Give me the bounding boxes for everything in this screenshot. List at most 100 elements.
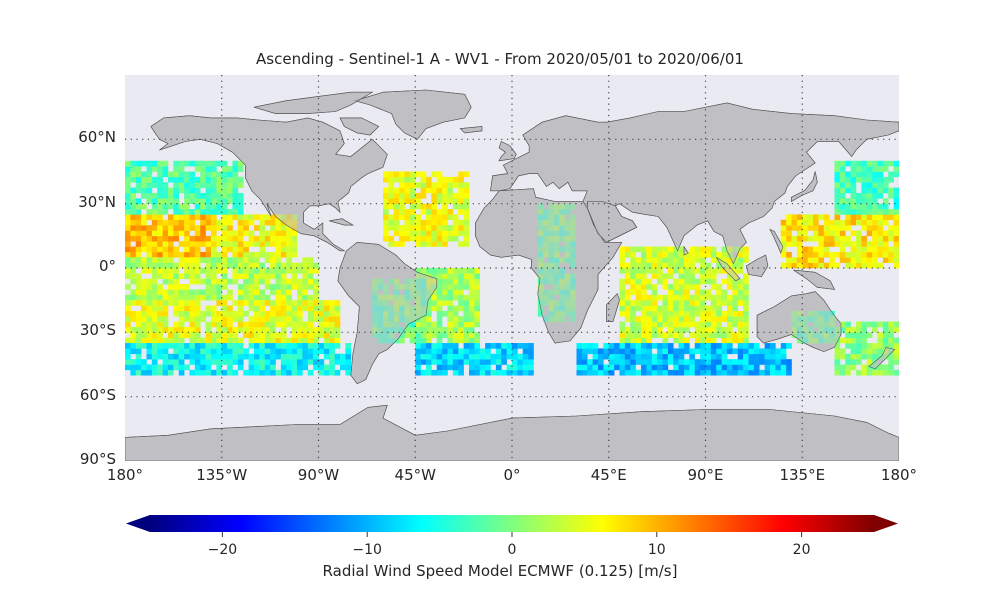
heatmap-cell [850,326,857,333]
heatmap-cell [786,241,792,247]
heatmap-cell [243,225,249,231]
heatmap-cell [259,316,266,322]
heatmap-cell [383,203,389,210]
heatmap-cell [710,337,717,344]
heatmap-cell [872,262,878,269]
heatmap-cell [463,310,470,317]
heatmap-cell [270,305,276,312]
heatmap-cell [716,364,722,371]
heatmap-cell [452,321,459,328]
heatmap-cell [216,268,223,274]
heatmap-cell [237,246,244,253]
heatmap-cell [297,284,303,290]
heatmap-cell [415,203,421,210]
heatmap-cell [162,235,169,242]
heatmap-cell [721,348,728,355]
heatmap-cell [221,241,228,247]
heatmap-cell [780,219,787,226]
heatmap-cell [646,278,653,285]
heatmap-cell [189,262,196,269]
heatmap-cell [673,348,679,355]
heatmap-cell [178,160,185,167]
heatmap-cell [232,348,239,355]
heatmap-cell [205,160,212,167]
heatmap-cell [404,225,411,231]
heatmap-cell [162,209,169,215]
heatmap-cell [624,343,631,349]
heatmap-cell [839,246,846,253]
heatmap-cell [823,246,830,253]
heatmap-cell [630,332,636,338]
heatmap-cell [834,198,841,204]
heatmap-cell [135,160,142,167]
heatmap-cell [839,171,846,178]
heatmap-cell [861,235,868,242]
heatmap-cell [178,209,185,215]
heatmap-cell [684,359,690,365]
heatmap-cell [619,348,626,355]
heatmap-cell [130,337,137,344]
heatmap-cell [216,187,223,194]
heatmap-cell [447,289,454,296]
heatmap-cell [323,343,330,349]
heatmap-cell [700,273,706,280]
heatmap-cell [297,337,303,344]
heatmap-cell [141,305,147,312]
heatmap-cell [323,316,330,322]
heatmap-cell [818,246,825,253]
heatmap-cell [297,332,303,338]
heatmap-cell [194,160,201,167]
heatmap-cell [469,353,475,360]
heatmap-cell [194,187,201,194]
heatmap-cell [861,321,868,328]
heatmap-cell [872,225,878,231]
heatmap-cell [307,300,314,306]
heatmap-cell [162,262,169,269]
heatmap-cell [587,343,593,349]
heatmap-cell [684,284,690,290]
heatmap-cell [184,353,190,360]
heatmap-cell [866,332,873,338]
heatmap-cell [146,166,153,172]
heatmap-cell [168,198,174,204]
heatmap-cell [866,369,873,376]
heatmap-cell [130,160,137,167]
heatmap-cell [877,246,884,253]
heatmap-cell [856,262,862,269]
heatmap-cell [157,209,163,215]
heatmap-cell [866,364,873,371]
heatmap-cell [383,171,389,178]
heatmap-cell [248,273,255,280]
heatmap-cell [469,300,475,306]
heatmap-cell [463,348,470,355]
heatmap-cell [877,192,884,199]
heatmap-cell [173,230,180,237]
heatmap-cell [796,219,803,226]
heatmap-cell [211,235,217,242]
heatmap-cell [259,332,266,338]
heatmap-cell [678,337,685,344]
heatmap-cell [630,289,636,296]
heatmap-cell [474,321,481,328]
heatmap-cell [243,284,249,290]
heatmap-cell [286,305,292,312]
heatmap-cell [189,225,196,231]
heatmap-region [125,257,319,301]
heatmap-cell [259,359,266,365]
heatmap-cell [388,241,395,247]
heatmap-cell [436,171,443,178]
heatmap-cell [431,209,438,215]
heatmap-cell [248,337,255,344]
heatmap-cell [474,343,481,349]
heatmap-cell [807,262,814,269]
heatmap-cell [200,209,206,215]
heatmap-cell [270,257,276,263]
heatmap-cell [463,198,470,204]
heatmap-cell [146,160,153,167]
heatmap-cell [248,326,255,333]
heatmap-cell [248,343,255,349]
heatmap-cell [743,332,749,338]
heatmap-cell [264,251,271,258]
heatmap-cell [630,305,636,312]
heatmap-cell [426,321,432,328]
